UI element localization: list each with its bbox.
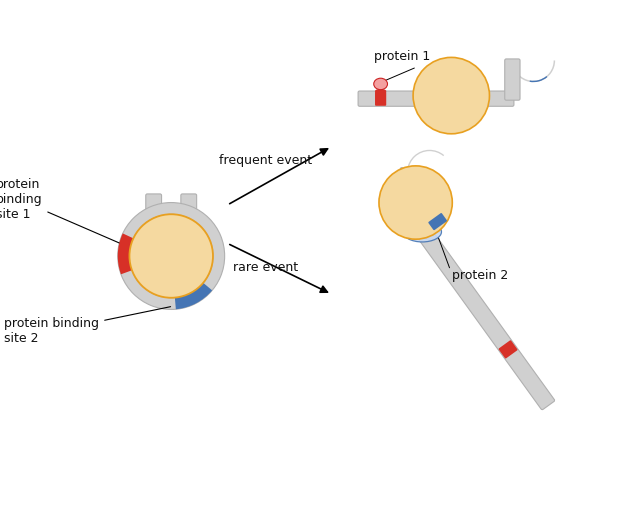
Circle shape — [413, 57, 489, 134]
Wedge shape — [118, 233, 133, 274]
Circle shape — [379, 166, 452, 239]
FancyBboxPatch shape — [181, 194, 197, 251]
Ellipse shape — [374, 78, 387, 90]
FancyBboxPatch shape — [375, 92, 386, 106]
FancyBboxPatch shape — [388, 167, 415, 198]
Text: protein
binding
site 1: protein binding site 1 — [0, 178, 122, 244]
FancyBboxPatch shape — [145, 194, 161, 251]
FancyBboxPatch shape — [505, 59, 520, 100]
Text: rare event: rare event — [233, 261, 298, 274]
FancyBboxPatch shape — [389, 188, 554, 410]
Text: frequent event: frequent event — [219, 154, 312, 167]
FancyBboxPatch shape — [358, 91, 514, 106]
FancyBboxPatch shape — [428, 213, 447, 230]
Text: protein binding
site 2: protein binding site 2 — [4, 307, 170, 345]
Text: protein 1: protein 1 — [373, 50, 430, 63]
Ellipse shape — [403, 222, 441, 242]
Text: protein 2: protein 2 — [452, 269, 508, 282]
Circle shape — [130, 214, 213, 298]
Ellipse shape — [375, 89, 387, 94]
Wedge shape — [175, 283, 212, 309]
FancyBboxPatch shape — [499, 340, 517, 358]
